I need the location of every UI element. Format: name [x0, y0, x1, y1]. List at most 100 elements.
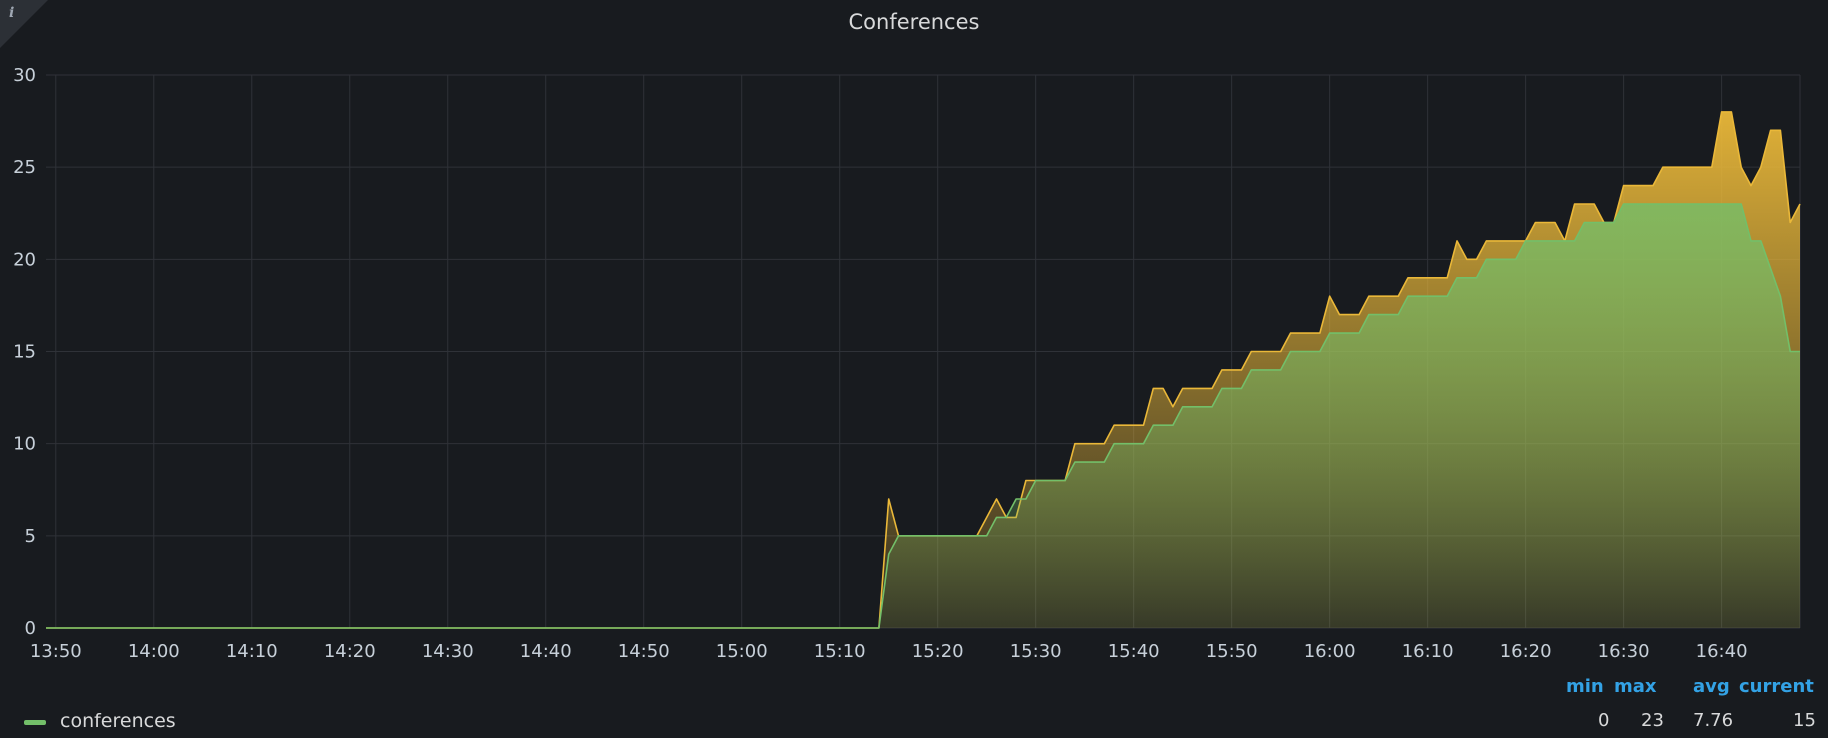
x-tick-label: 14:20	[324, 641, 376, 662]
data-point	[1034, 479, 1038, 483]
data-point	[1141, 442, 1145, 446]
data-point	[1475, 257, 1479, 261]
data-point	[1239, 368, 1243, 372]
data-point	[1239, 386, 1243, 390]
data-point	[887, 497, 891, 501]
data-point	[1014, 497, 1018, 501]
x-tick-label: 16:20	[1500, 641, 1552, 662]
data-point	[877, 626, 881, 630]
data-point	[1475, 276, 1479, 280]
data-point	[1622, 202, 1626, 206]
legend-value-current: 15	[1793, 710, 1816, 731]
data-point	[1778, 128, 1782, 132]
y-tick-label: 30	[13, 65, 36, 86]
data-point	[1720, 110, 1724, 114]
data-point	[1484, 257, 1488, 261]
data-point	[1582, 220, 1586, 224]
data-point	[1739, 165, 1743, 169]
data-point	[1073, 442, 1077, 446]
x-tick-label: 14:40	[520, 641, 572, 662]
data-point	[1396, 313, 1400, 317]
data-point	[985, 534, 989, 538]
panel-info-corner[interactable]	[0, 0, 48, 48]
data-point	[1288, 350, 1292, 354]
axes: 0 5 10 15 20 25 30 13:50 14:00 14:10 14:20 14:30 14:…	[13, 65, 1747, 662]
data-point	[1759, 165, 1763, 169]
x-tick-label: 15:50	[1206, 641, 1258, 662]
data-point	[1141, 423, 1145, 427]
data-point	[1367, 294, 1371, 298]
data-point	[1406, 276, 1410, 280]
data-point	[1210, 386, 1214, 390]
data-point	[1553, 220, 1557, 224]
data-point	[1769, 128, 1773, 132]
legend-value-min: 0	[1598, 710, 1610, 731]
data-point	[1318, 350, 1322, 354]
data-point	[1367, 313, 1371, 317]
data-point	[897, 534, 901, 538]
data-point	[887, 552, 891, 556]
x-tick-label: 14:30	[422, 641, 474, 662]
data-point	[1073, 460, 1077, 464]
data-point	[994, 515, 998, 519]
data-point	[1396, 294, 1400, 298]
legend-header-current[interactable]: current	[1739, 676, 1814, 697]
x-tick-label: 16:10	[1402, 641, 1454, 662]
data-point	[1573, 202, 1577, 206]
data-point	[1465, 257, 1469, 261]
x-tick-label: 14:00	[128, 641, 180, 662]
legend-series-swatch[interactable]	[24, 720, 46, 725]
data-point	[1592, 202, 1596, 206]
x-tick-label: 13:50	[30, 641, 82, 662]
data-point	[1514, 257, 1518, 261]
x-tick-label: 15:30	[1010, 641, 1062, 662]
y-tick-label: 5	[25, 526, 36, 547]
data-point	[1161, 386, 1165, 390]
series-layer[interactable]	[44, 110, 1802, 630]
chart-svg: 0 5 10 15 20 25 30 13:50 14:00 14:10 14:20 14:30 14:…	[13, 65, 1802, 662]
data-point	[1524, 239, 1528, 243]
data-point	[1024, 497, 1028, 501]
data-point	[44, 626, 48, 630]
legend-header-max[interactable]: max	[1614, 676, 1657, 697]
x-tick-label: 14:50	[618, 641, 670, 662]
data-point	[1249, 368, 1253, 372]
data-point	[1778, 294, 1782, 298]
data-point	[1220, 368, 1224, 372]
panel-title[interactable]: Conferences	[848, 10, 980, 34]
data-point	[1455, 239, 1459, 243]
data-point	[1337, 313, 1341, 317]
data-point	[1455, 276, 1459, 280]
info-icon[interactable]: i	[9, 5, 15, 21]
series-area-conferences	[46, 204, 1800, 628]
data-point	[1484, 239, 1488, 243]
data-point	[1112, 423, 1116, 427]
data-point	[1210, 405, 1214, 409]
data-point	[994, 497, 998, 501]
data-point	[1328, 294, 1332, 298]
data-point	[1661, 165, 1665, 169]
x-tick-label: 16:30	[1598, 641, 1650, 662]
legend-header-min[interactable]: min	[1566, 676, 1604, 697]
legend-header-avg[interactable]: avg	[1693, 676, 1730, 697]
data-point	[1749, 239, 1753, 243]
data-point	[1798, 350, 1802, 354]
data-point	[1151, 423, 1155, 427]
legend-series-name[interactable]: conferences	[60, 710, 176, 732]
x-tick-label: 15:10	[814, 641, 866, 662]
x-tick-label: 15:00	[716, 641, 768, 662]
x-tick-label: 14:10	[226, 641, 278, 662]
data-point	[1279, 368, 1283, 372]
data-point	[1651, 184, 1655, 188]
data-point	[1171, 405, 1175, 409]
data-point	[1249, 350, 1253, 354]
data-point	[1749, 184, 1753, 188]
data-point	[1533, 220, 1537, 224]
series-line-conferences[interactable]	[46, 203, 1800, 629]
data-point	[1798, 202, 1802, 206]
data-point	[1004, 515, 1008, 519]
data-point	[1788, 350, 1792, 354]
x-tick-label: 16:00	[1304, 641, 1356, 662]
x-tick-label: 16:40	[1696, 641, 1748, 662]
